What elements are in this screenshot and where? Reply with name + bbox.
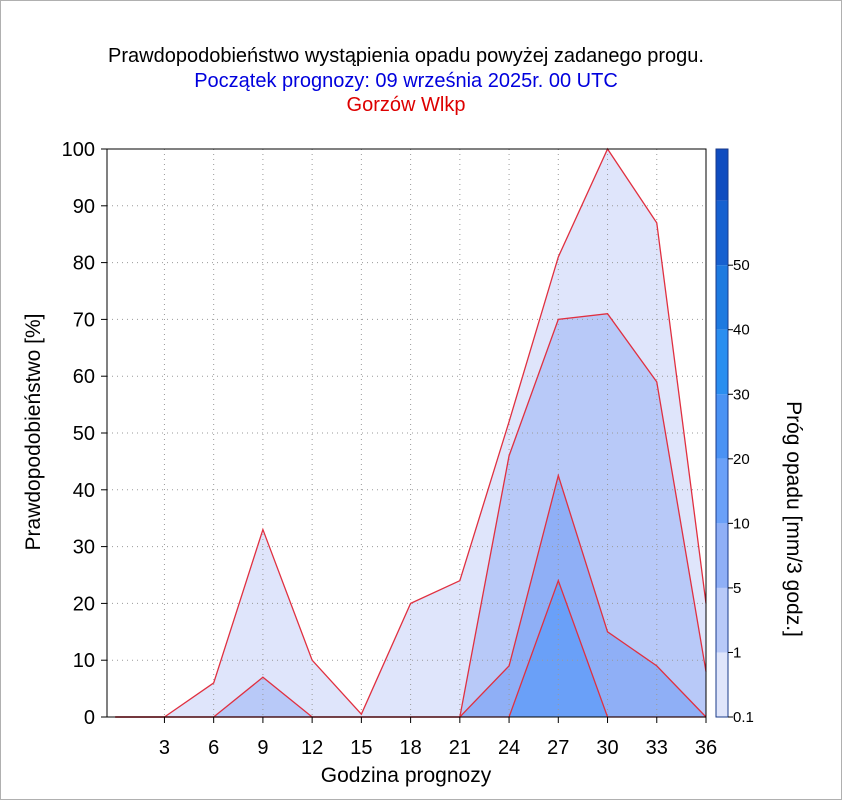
colorbar-segment: [716, 329, 728, 395]
y-axis-title: Prawdopodobieństwo [%]: [22, 314, 45, 551]
x-tick-label: 27: [547, 737, 569, 759]
chart-location: Gorzów Wlkp: [347, 94, 466, 116]
colorbar: 0.1 1 5 10 20 30 40 50: [715, 148, 754, 726]
x-tick-label: 24: [498, 737, 520, 759]
colorbar-tick-label: 30: [733, 386, 750, 403]
x-axis-title: Godzina prognozy: [321, 764, 492, 787]
x-tick-label: 12: [301, 737, 323, 759]
colorbar-segment: [716, 265, 728, 330]
x-tick-label: 9: [257, 737, 268, 759]
colorbar-tick-label: 20: [733, 451, 750, 468]
y-tick-label: 80: [73, 253, 95, 275]
colorbar-tick-label: 0.1: [733, 709, 754, 726]
colorbar-segment: [716, 587, 728, 653]
chart-subtitle: Początek prognozy: 09 września 2025r. 00…: [194, 70, 618, 92]
y-tick-label: 10: [73, 650, 95, 672]
colorbar-tick-label: 40: [733, 322, 750, 339]
x-tick-label: 6: [208, 737, 219, 759]
chart-title: Prawdopodobieństwo wystąpienia opadu pow…: [108, 45, 704, 67]
colorbar-segment: [716, 458, 728, 524]
y-tick-label: 90: [73, 196, 95, 218]
y-tick-label: 0: [84, 707, 95, 729]
colorbar-segment: [716, 652, 728, 717]
y-tick-label: 30: [73, 537, 95, 559]
colorbar-segment: [716, 394, 728, 459]
x-tick-label: 3: [159, 737, 170, 759]
colorbar-tick-label: 50: [733, 257, 750, 274]
colorbar-segment: [716, 200, 728, 266]
y-tick-label: 60: [73, 366, 95, 388]
colorbar-title: Próg opadu [mm/3 godz.]: [782, 401, 805, 637]
y-tick-label: 70: [73, 309, 95, 331]
y-tick-label: 40: [73, 480, 95, 502]
colorbar-tick-label: 1: [733, 644, 741, 661]
x-tick-label: 18: [399, 737, 421, 759]
colorbar-border: [715, 148, 729, 718]
y-tick-label: 100: [62, 139, 95, 161]
colorbar-tick-label: 10: [733, 515, 750, 532]
x-tick-label: 30: [596, 737, 618, 759]
y-tick-label: 20: [73, 593, 95, 615]
x-tick-label: 33: [646, 737, 668, 759]
colorbar-tick-label: 5: [733, 580, 741, 597]
y-tick-label: 50: [73, 423, 95, 445]
x-tick-label: 21: [449, 737, 471, 759]
x-tick-label: 15: [350, 737, 372, 759]
colorbar-segment: [716, 149, 728, 201]
x-tick-label: 36: [695, 737, 717, 759]
colorbar-segment: [716, 523, 728, 588]
